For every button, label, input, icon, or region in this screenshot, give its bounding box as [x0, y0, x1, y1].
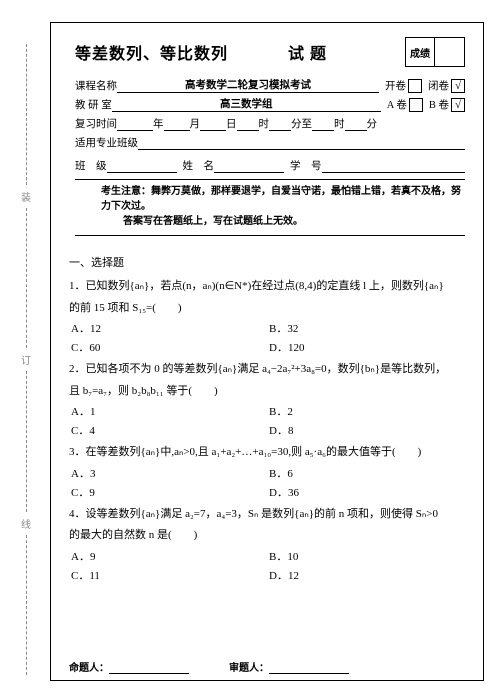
option: B．6 [267, 465, 465, 484]
instructions: 考生注意：舞弊万莫做，那样要退学，自爱当守诺，最怕错上错，若真不及格，努力下次过… [75, 184, 465, 229]
binding-line: 装 订 线 [16, 40, 36, 679]
option: A．12 [69, 320, 267, 339]
question-1: 1．已知数列{aₙ}，若点(n，aₙ)(n∈N*)在经过点(8,4)的定直线 l… [69, 277, 465, 358]
divider [75, 235, 465, 236]
binding-char: 装 [21, 189, 31, 204]
class-label: 班 级 [75, 158, 107, 173]
section-heading: 一、选择题 [69, 254, 465, 273]
option: C．11 [69, 567, 267, 586]
dept-value: 高三数学组 [112, 98, 381, 112]
option: A．1 [69, 403, 267, 422]
score-label: 成绩 [405, 37, 435, 67]
paper-a-checkbox [409, 98, 423, 112]
meta-block: 课程名称 高考数学二轮复习模拟考试 开卷 闭卷 √ 教 研 室 高三数学组 A … [75, 77, 465, 173]
option: C．60 [69, 339, 267, 358]
option: B．10 [267, 548, 465, 567]
dept-label: 教 研 室 [75, 97, 112, 112]
paper-b-checkbox: √ [451, 98, 465, 112]
question-3: 3．在等差数列{aₙ}中,aₙ>0,且 a₁+a₂+…+a₁₀=30,则 a₅·… [69, 443, 465, 503]
name-label: 姓 名 [183, 158, 215, 173]
option: D．12 [267, 567, 465, 586]
option: C．4 [69, 422, 267, 441]
score-value [435, 37, 465, 67]
option: A．3 [69, 465, 267, 484]
option: B．32 [267, 320, 465, 339]
course-value: 高考数学二轮复习模拟考试 [117, 79, 379, 93]
title-main: 等差数列、等比数列 [75, 40, 228, 64]
option: C．9 [69, 484, 267, 503]
open-label: 开卷 [385, 78, 406, 93]
option: A．9 [69, 548, 267, 567]
title-sub: 试题 [288, 40, 332, 64]
content-frame: 等差数列、等比数列 试题 成绩 课程名称 高考数学二轮复习模拟考试 开卷 闭卷 … [50, 22, 484, 681]
question-4: 4．设等差数列{aₙ}满足 a₂=7，a₄=3，Sₙ 是数列{aₙ}的前 n 项… [69, 505, 465, 586]
header: 等差数列、等比数列 试题 成绩 课程名称 高考数学二轮复习模拟考试 开卷 闭卷 … [51, 23, 483, 244]
score-box: 成绩 [405, 37, 465, 67]
question-body: 一、选择题 1．已知数列{aₙ}，若点(n，aₙ)(n∈N*)在经过点(8,4)… [51, 244, 483, 594]
author-label: 命题人： [69, 659, 109, 674]
reviewer-label: 审题人： [229, 659, 269, 674]
option: D．36 [267, 484, 465, 503]
binding-char: 线 [21, 516, 31, 531]
course-label: 课程名称 [75, 78, 117, 93]
binding-char: 订 [21, 352, 31, 367]
review-label: 复习时间 [75, 116, 117, 131]
page: 装 订 线 等差数列、等比数列 试题 成绩 课程名称 高考数学二轮复习模拟考试 [0, 0, 504, 699]
id-label: 学 号 [290, 158, 322, 173]
option: D．120 [267, 339, 465, 358]
closed-checkbox: √ [451, 79, 465, 93]
question-2: 2．已知各项不为 0 的等差数列{aₙ}满足 a₄−2a₇²+3a₈=0，数列{… [69, 360, 465, 441]
option: D．8 [267, 422, 465, 441]
open-checkbox [408, 79, 422, 93]
major-label: 适用专业班级 [75, 135, 138, 150]
paper-b-label: B 卷 [429, 97, 449, 112]
closed-label: 闭卷 [428, 78, 449, 93]
paper-a-label: A 卷 [387, 97, 407, 112]
option: B．2 [267, 403, 465, 422]
footer: 命题人： 审题人： [69, 659, 465, 674]
divider [75, 179, 465, 180]
